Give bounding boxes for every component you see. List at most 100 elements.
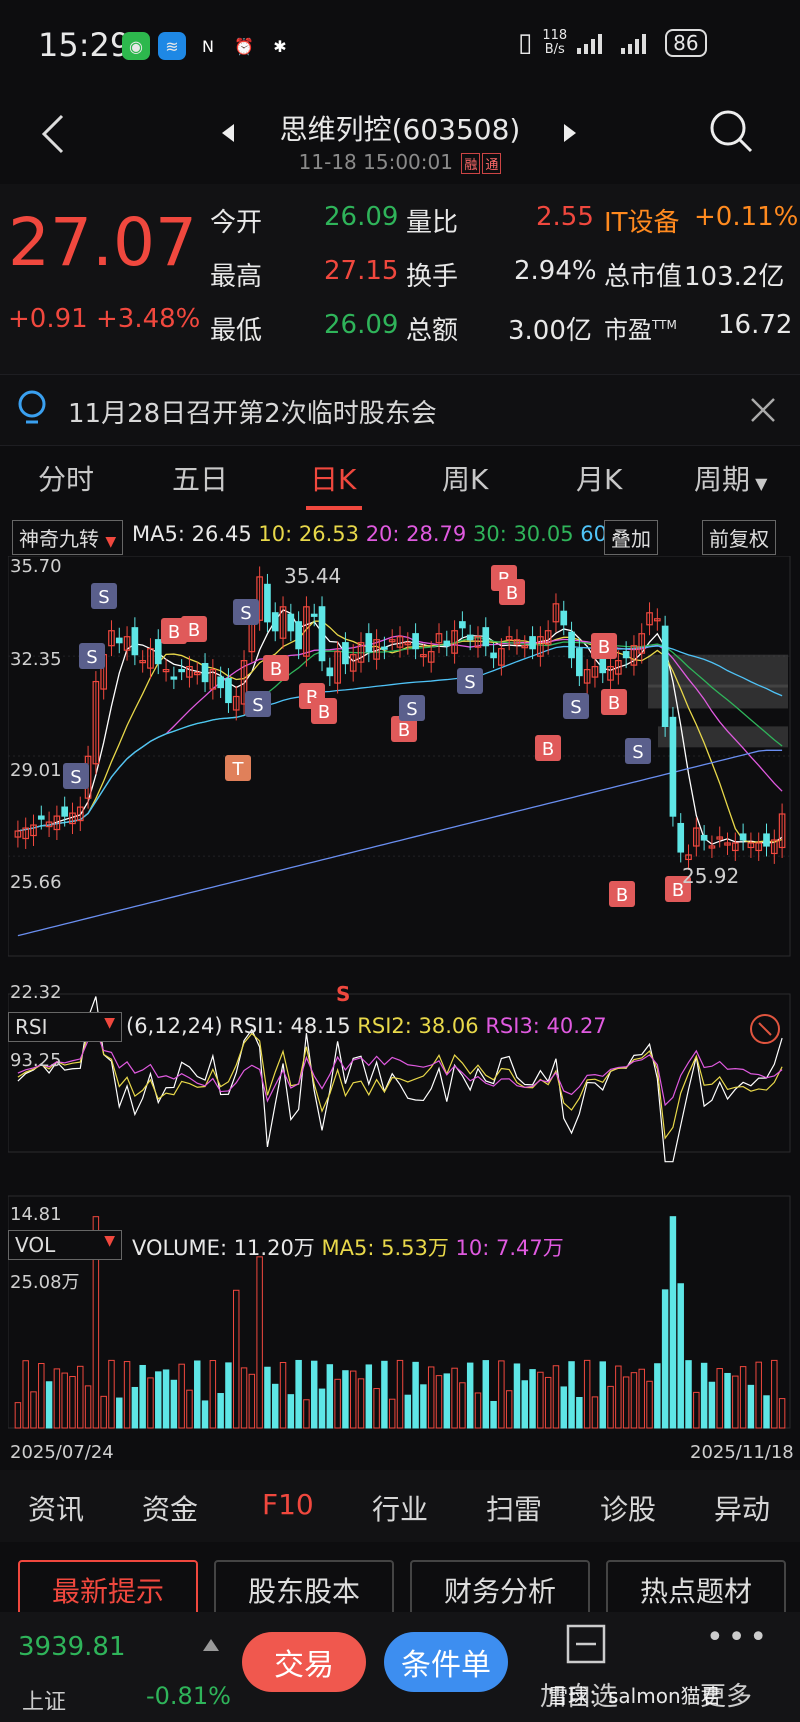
volume-bar bbox=[427, 1366, 435, 1429]
net-speed: 118 B/s bbox=[542, 29, 567, 57]
trade-button[interactable]: 交易 bbox=[242, 1632, 366, 1692]
candle-body bbox=[505, 636, 513, 641]
candle-body bbox=[669, 716, 677, 817]
tab-f10[interactable]: F10 bbox=[262, 1488, 314, 1521]
back-icon[interactable] bbox=[38, 112, 68, 156]
volume-bar bbox=[295, 1359, 302, 1429]
tab-industry[interactable]: 行业 bbox=[372, 1493, 429, 1526]
latest-tips-button[interactable]: 最新提示 bbox=[18, 1560, 198, 1620]
tab-period-label: 周期 bbox=[694, 463, 751, 496]
volume-bar bbox=[716, 1368, 723, 1429]
candle-body bbox=[677, 822, 685, 853]
volume-bar bbox=[264, 1366, 271, 1429]
more-icon[interactable]: ••• bbox=[706, 1620, 772, 1655]
index-value[interactable]: 3939.81 bbox=[18, 1632, 126, 1662]
vol-select[interactable]: VOL ▼ bbox=[8, 1230, 122, 1260]
marker-box bbox=[225, 755, 251, 781]
index-name: 上证 bbox=[22, 1690, 67, 1715]
chevron-up-icon[interactable] bbox=[202, 1638, 220, 1652]
indicator-select[interactable]: 神奇九转 ▼ bbox=[12, 520, 124, 555]
tab-risk-scan[interactable]: 扫雷 bbox=[486, 1493, 543, 1526]
wechat-icon: ◉ bbox=[122, 32, 150, 60]
expand-icon[interactable] bbox=[748, 1012, 782, 1046]
sector-change: +0.11% bbox=[694, 202, 799, 232]
marker-box bbox=[391, 716, 417, 742]
rsi-select[interactable]: RSI ▼ bbox=[8, 1012, 122, 1042]
shareholders-button[interactable]: 股东股本 bbox=[214, 1560, 394, 1620]
marker-label: B bbox=[270, 659, 282, 680]
candle-body bbox=[427, 651, 435, 663]
add-watchlist-icon[interactable] bbox=[564, 1622, 608, 1666]
candle-body bbox=[435, 633, 443, 644]
stock-header: 思维列控(603508) 11-18 15:00:01 融通 bbox=[0, 96, 800, 184]
tab-period[interactable]: 周期 ▼ bbox=[694, 458, 767, 498]
candle-body bbox=[724, 842, 731, 846]
candle-body bbox=[498, 648, 505, 666]
candle-body bbox=[61, 806, 69, 817]
volume-bar bbox=[412, 1361, 419, 1429]
more-label[interactable]: 更多 bbox=[700, 1682, 753, 1712]
search-icon[interactable] bbox=[708, 108, 754, 154]
candle-body bbox=[69, 812, 76, 825]
resistance-zones bbox=[648, 654, 788, 748]
candle-body bbox=[357, 642, 365, 663]
candle-body bbox=[334, 651, 341, 684]
financial-analysis-button[interactable]: 财务分析 bbox=[410, 1560, 590, 1620]
candle-body bbox=[287, 613, 295, 632]
sector-name[interactable]: IT设备 bbox=[604, 208, 680, 238]
signal-icon bbox=[577, 34, 603, 54]
close-icon[interactable] bbox=[748, 395, 778, 425]
hot-topics-button[interactable]: 热点题材 bbox=[606, 1560, 786, 1620]
candle-body bbox=[14, 830, 22, 838]
zone bbox=[658, 726, 788, 748]
marker-label: B bbox=[188, 620, 200, 641]
price-change-pct: +3.48% bbox=[96, 304, 201, 334]
volume-bar bbox=[147, 1377, 154, 1429]
rsi-params: (6,12,24) bbox=[126, 1014, 223, 1038]
volume-bar bbox=[186, 1389, 193, 1429]
adjust-button[interactable]: 前复权 bbox=[702, 520, 776, 555]
mktcap-value: 103.2亿 bbox=[684, 262, 785, 292]
tab-daily-k[interactable]: 日K bbox=[310, 463, 357, 496]
candle-body bbox=[279, 606, 287, 639]
volume-bar bbox=[513, 1363, 521, 1429]
candle-body bbox=[123, 636, 131, 651]
prev-stock-icon[interactable] bbox=[220, 122, 236, 144]
marker-label: S bbox=[632, 742, 643, 763]
kline-chart-area[interactable]: 神奇九转 ▼ MA5: 26.45 10: 26.53 20: 28.79 30… bbox=[8, 516, 794, 1466]
amount-value: 3.00亿 bbox=[508, 316, 592, 346]
volume-bar bbox=[272, 1383, 279, 1429]
notice-bar[interactable]: 11月28日召开第2次临时股东会 bbox=[0, 374, 800, 446]
tab-monthly-k[interactable]: 月K bbox=[576, 463, 623, 496]
wifi-share-icon: ≋ bbox=[158, 32, 186, 60]
tab-weekly-k[interactable]: 周K bbox=[442, 463, 489, 496]
low-label: 最低 bbox=[210, 316, 263, 346]
marker-box bbox=[609, 881, 635, 907]
tab-news[interactable]: 资讯 bbox=[28, 1493, 85, 1526]
battery-icon: 86 bbox=[665, 29, 707, 57]
tab-five-day[interactable]: 五日 bbox=[172, 463, 229, 496]
watermark: 雪球：salmon猫君 bbox=[548, 1684, 721, 1708]
marker-box bbox=[263, 655, 289, 681]
next-stock-icon[interactable] bbox=[562, 122, 578, 144]
volume-bar bbox=[256, 1256, 263, 1429]
tab-intraday[interactable]: 分时 bbox=[38, 463, 95, 496]
tab-funds[interactable]: 资金 bbox=[142, 1493, 199, 1526]
condition-order-button[interactable]: 条件单 bbox=[384, 1632, 508, 1692]
tab-diagnosis[interactable]: 诊股 bbox=[600, 1493, 657, 1526]
add-watchlist-label[interactable]: 加自选 bbox=[540, 1682, 619, 1712]
candles bbox=[14, 566, 786, 870]
overlay-button[interactable]: 叠加 bbox=[604, 520, 658, 555]
chevron-down-icon: ▼ bbox=[104, 1015, 115, 1031]
candle-body bbox=[30, 824, 37, 837]
candle-body bbox=[232, 695, 240, 711]
volume-bar bbox=[53, 1368, 61, 1429]
amount-label: 总额 bbox=[406, 316, 459, 346]
connect-tag: 通 bbox=[482, 153, 502, 174]
volume-bar bbox=[318, 1388, 326, 1429]
volume-bar bbox=[583, 1359, 591, 1429]
vol-legend: VOLUME: 11.20万 MA5: 5.53万 10: 7.47万 bbox=[132, 1232, 564, 1262]
volume-bar bbox=[607, 1385, 614, 1429]
volume-bar bbox=[116, 1397, 123, 1429]
tab-movement[interactable]: 异动 bbox=[714, 1493, 771, 1526]
